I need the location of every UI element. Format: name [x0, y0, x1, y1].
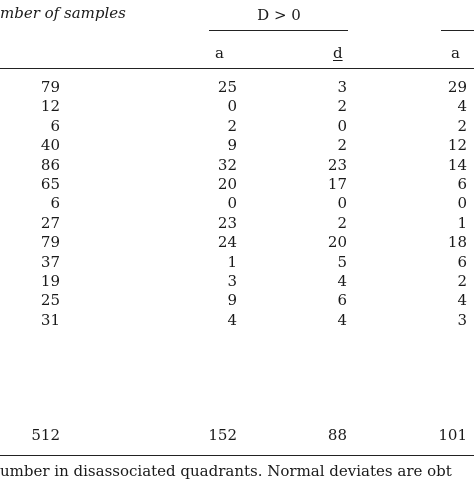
table-cell-d: 6	[337, 291, 347, 310]
table-cell-a1: 3	[227, 272, 237, 290]
total-cell-d: 88	[327, 426, 347, 444]
table-cell-d: 20	[327, 233, 347, 252]
table-cell-a1: 1	[227, 252, 237, 271]
table-cell-n: 6	[50, 116, 60, 135]
table-cell-d: 0	[337, 194, 347, 213]
table-cell-d: 5	[337, 252, 347, 271]
table-cell-a2: 1	[457, 213, 467, 232]
table-cell-d: 23	[327, 155, 347, 174]
table-cell-a1: 25	[217, 78, 237, 96]
subheader-d: d	[333, 44, 343, 62]
table-cell-a1: 20	[217, 175, 237, 193]
table-cell-a2: 3	[457, 310, 467, 329]
group-rule-next	[441, 30, 474, 31]
group-header-d-positive: D > 0	[257, 6, 301, 24]
table-cell-d: 4	[337, 310, 347, 329]
table-cell-n: 79	[40, 78, 60, 96]
table-cell-n: 27	[40, 213, 60, 232]
table-cell-d: 2	[337, 213, 347, 232]
table-cell-n: 12	[40, 97, 60, 116]
table-cell-a2: 0	[457, 194, 467, 213]
total-cell-a2: 101	[438, 426, 467, 444]
table-cell-a2: 4	[457, 97, 467, 116]
samples-column-header: mber of samples	[0, 4, 126, 22]
header-bottom-rule	[0, 68, 474, 69]
table-cell-a2: 6	[457, 252, 467, 271]
table-cell-d: 17	[327, 175, 347, 193]
table-bottom-rule	[0, 455, 474, 456]
table-cell-a1: 2	[227, 116, 237, 135]
table-cell-d: 2	[337, 136, 347, 155]
total-cell-a1: 152	[208, 426, 237, 444]
table-cell-d: 2	[337, 97, 347, 116]
table-cell-d: 4	[337, 272, 347, 290]
table-cell-a1: 9	[227, 136, 237, 155]
table-cell-a2: 2	[457, 116, 467, 135]
table-cell-a1: 23	[217, 213, 237, 232]
table-cell-a1: 4	[227, 310, 237, 329]
table-cell-n: 86	[40, 155, 60, 174]
table-cell-n: 65	[40, 175, 60, 193]
table-cell-a1: 24	[217, 233, 237, 252]
table-cell-n: 19	[40, 272, 60, 290]
table-cell-a1: 32	[217, 155, 237, 174]
table-cell-a2: 2	[457, 272, 467, 290]
table-cell-a2: 18	[447, 233, 467, 252]
table-cell-n: 37	[40, 252, 60, 271]
table-cell-d: 0	[337, 116, 347, 135]
group-rule-d-positive	[209, 30, 348, 31]
table-cell-a1: 9	[227, 291, 237, 310]
table-cell-n: 31	[40, 310, 60, 329]
table-cell-a2: 4	[457, 291, 467, 310]
table-cell-a1: 0	[227, 194, 237, 213]
table-cell-n: 40	[40, 136, 60, 155]
table-cell-n: 6	[50, 194, 60, 213]
table-cell-n: 25	[40, 291, 60, 310]
subheader-a-first: a	[215, 44, 224, 62]
table-footnote: umber in disassociated quadrants. Normal…	[0, 462, 452, 480]
table-cell-a1: 0	[227, 97, 237, 116]
subheader-a-second: a	[451, 44, 460, 62]
table-cell-n: 79	[40, 233, 60, 252]
table-cell-a2: 14	[447, 155, 467, 174]
total-cell-n: 512	[31, 426, 60, 444]
table-cell-a2: 29	[447, 78, 467, 96]
table-cell-d: 3	[337, 78, 347, 96]
table-cell-a2: 12	[447, 136, 467, 155]
table-cell-a2: 6	[457, 175, 467, 193]
